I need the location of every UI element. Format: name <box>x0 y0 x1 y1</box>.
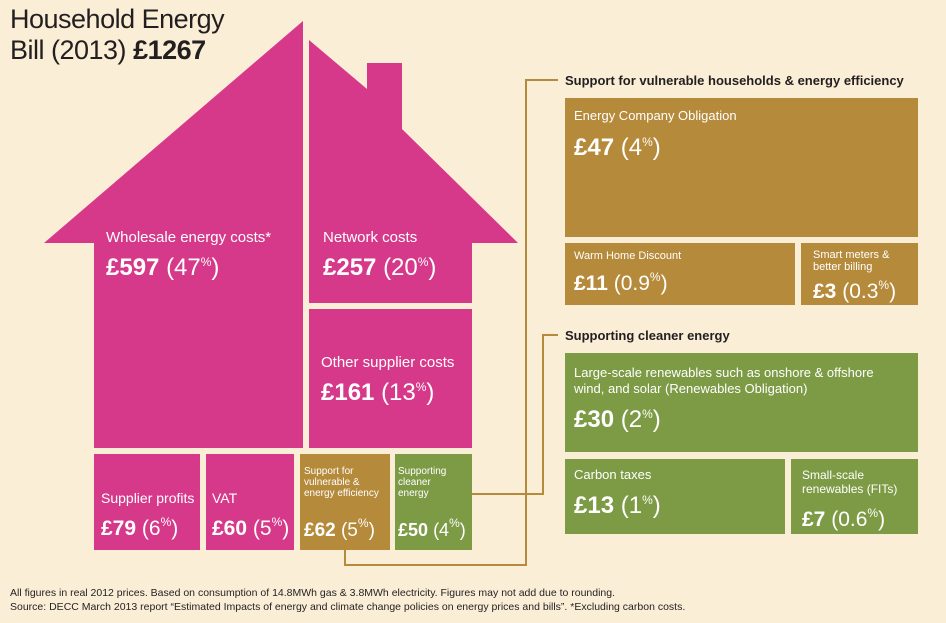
title-total: £1267 <box>133 35 206 65</box>
network-label: Network costs <box>323 229 418 246</box>
vat-value: £60 (5%) <box>212 515 290 540</box>
vulnerable-heading: Support for vulnerable households & ener… <box>565 73 904 88</box>
connector-vulnerable <box>344 79 558 566</box>
supplier-profits-label: Supplier profits <box>101 490 195 506</box>
title-line1: Household Energy <box>10 4 225 34</box>
small-scale-block: Small-scale renewables (FITs) £7 (0.6%) <box>791 459 918 534</box>
house-left-roof <box>44 21 303 448</box>
other-supplier-label: Other supplier costs <box>321 354 455 371</box>
supporting-cleaner-value: £50 (4%) <box>398 516 466 540</box>
title-line2: Bill (2013) <box>10 35 127 65</box>
renewables-block: Large-scale renewables such as onshore &… <box>565 353 918 452</box>
carbon-taxes-label: Carbon taxes <box>574 467 652 482</box>
supplier-profits-value: £79 (6%) <box>101 515 179 540</box>
wholesale-label: Wholesale energy costs* <box>106 229 272 246</box>
vat-label: VAT <box>212 490 238 506</box>
house-supporting-cleaner-block <box>395 454 472 550</box>
warm-home-block: Warm Home Discount £11 (0.9%) <box>565 243 795 305</box>
supporting-cleaner-label: Supporting cleaner energy <box>398 466 447 499</box>
other-supplier-value: £161 (13%) <box>321 379 435 406</box>
carbon-taxes-value: £13 (1%) <box>574 492 661 519</box>
house-vat-block <box>206 454 294 550</box>
smart-meters-label: Smart meters & better billing <box>813 249 890 273</box>
renewables-label: Large-scale renewables such as onshore &… <box>574 365 874 396</box>
footnotes: All figures in real 2012 prices. Based o… <box>10 586 685 614</box>
eco-label: Energy Company Obligation <box>574 108 737 123</box>
small-scale-label: Small-scale renewables (FITs) <box>802 468 898 496</box>
support-vulnerable-label: Support for vulnerable & energy efficien… <box>304 466 379 499</box>
house-right-roof <box>309 40 518 303</box>
eco-block: Energy Company Obligation £47 (4%) <box>565 98 918 237</box>
smart-meters-value: £3 (0.3%) <box>813 278 897 303</box>
network-value: £257 (20%) <box>323 254 437 281</box>
footnote-line2: Source: DECC March 2013 report “Estimate… <box>10 601 686 613</box>
house-supplier-profits-block <box>94 454 200 550</box>
cleaner-heading: Supporting cleaner energy <box>565 328 730 343</box>
connector-cleaner <box>472 334 558 495</box>
renewables-value: £30 (2%) <box>574 406 661 433</box>
wholesale-value: £597 (47%) <box>106 254 220 281</box>
eco-value: £47 (4%) <box>574 134 661 161</box>
warm-home-label: Warm Home Discount <box>574 250 682 262</box>
chart-title: Household Energy Bill (2013) £1267 <box>10 4 225 66</box>
smart-meters-block: Smart meters & better billing £3 (0.3%) <box>801 243 918 305</box>
carbon-taxes-block: Carbon taxes £13 (1%) <box>565 459 785 534</box>
warm-home-value: £11 (0.9%) <box>574 270 668 295</box>
house-other-supplier-block <box>309 309 472 448</box>
small-scale-value: £7 (0.6%) <box>802 506 886 531</box>
house-support-vulnerable-block <box>300 454 390 550</box>
support-vulnerable-value: £62 (5%) <box>304 516 375 541</box>
footnote-line1: All figures in real 2012 prices. Based o… <box>10 587 616 599</box>
